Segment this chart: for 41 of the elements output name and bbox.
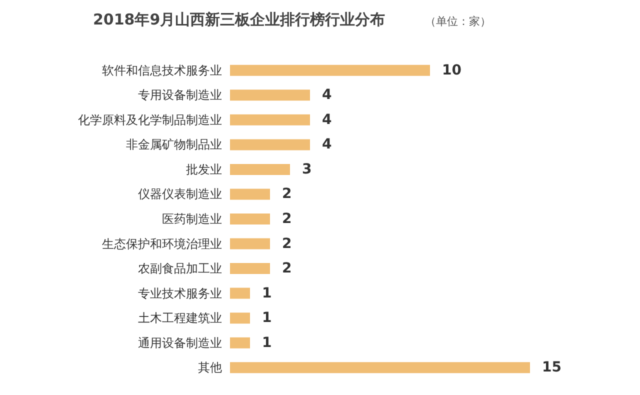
data-label: 1 <box>262 334 272 351</box>
y-tick-label: 专业技术服务业 <box>138 286 222 300</box>
chart-subtitle: （单位：家） <box>425 15 491 28</box>
bar <box>230 114 310 126</box>
data-label: 1 <box>262 285 272 302</box>
y-tick-label: 化学原料及化学制品制造业 <box>78 112 222 127</box>
y-tick-label: 通用设备制造业 <box>138 336 222 350</box>
data-label: 2 <box>282 260 292 277</box>
bar <box>230 263 270 274</box>
y-tick-label: 专用设备制造业 <box>138 88 222 102</box>
bar <box>230 312 250 324</box>
y-tick-label: 批发业 <box>186 162 222 176</box>
y-tick-label: 软件和信息技术服务业 <box>102 63 222 78</box>
bar <box>230 362 530 374</box>
bar <box>230 90 310 101</box>
bar <box>230 337 250 348</box>
y-tick-label: 农副食品加工业 <box>138 262 222 276</box>
bar <box>230 188 270 200</box>
bar <box>230 139 310 150</box>
y-tick-label: 土木工程建筑业 <box>138 311 222 326</box>
y-tick-label: 仪器仪表制造业 <box>138 187 222 202</box>
data-label: 15 <box>542 360 562 376</box>
data-label: 4 <box>322 87 332 104</box>
bar <box>230 238 270 250</box>
data-label: 4 <box>322 112 332 128</box>
y-tick-label: 医药制造业 <box>162 212 222 226</box>
data-label: 10 <box>442 62 462 78</box>
data-label: 4 <box>322 136 332 153</box>
y-tick-label: 生态保护和环境治理业 <box>102 236 222 251</box>
data-label: 2 <box>282 211 292 227</box>
chart-title: 2018年9月山西新三板企业排行榜行业分布 <box>93 10 386 28</box>
data-label: 2 <box>282 236 292 252</box>
data-label: 1 <box>262 310 272 326</box>
data-label: 3 <box>302 161 312 178</box>
y-tick-label: 其他 <box>198 360 222 375</box>
bar <box>230 288 250 299</box>
data-label: 2 <box>282 186 292 202</box>
bar <box>230 214 270 224</box>
y-tick-label: 非金属矿物制品业 <box>126 138 222 152</box>
bar <box>230 164 290 175</box>
bar <box>230 64 430 76</box>
